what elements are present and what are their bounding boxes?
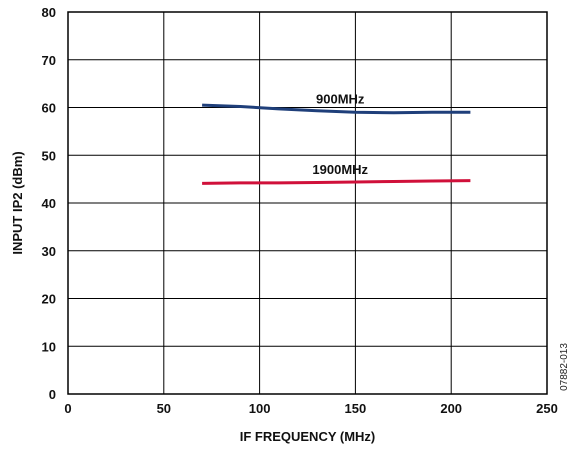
- figure-code: 07882-013: [559, 343, 570, 391]
- y-tick-label: 20: [42, 292, 56, 307]
- y-tick-label: 0: [49, 387, 56, 402]
- series-labels: 900MHz 1900MHz: [312, 92, 368, 178]
- y-axis-title: INPUT IP2 (dBm): [10, 151, 25, 254]
- y-tick-label: 50: [42, 148, 56, 163]
- x-tick-label: 50: [157, 401, 171, 416]
- grid-lines: [68, 12, 547, 394]
- plot-frame: [67, 11, 548, 395]
- y-tick-label: 60: [42, 101, 56, 116]
- x-tick-label: 200: [440, 401, 462, 416]
- y-tick-label: 10: [42, 339, 56, 354]
- y-tick-label: 70: [42, 53, 56, 68]
- y-tick-label: 40: [42, 196, 56, 211]
- series-line-900mhz: [202, 103, 471, 115]
- x-tick-label: 0: [64, 401, 71, 416]
- series-layer: [202, 103, 471, 185]
- x-tick-label: 150: [345, 401, 367, 416]
- y-tick-labels: 0 10 20 30 40 50 60 70 80: [42, 5, 56, 402]
- y-tick-label: 30: [42, 244, 56, 259]
- series-label: 900MHz: [316, 92, 365, 107]
- series-line-1900mhz: [202, 179, 471, 185]
- x-tick-label: 250: [536, 401, 558, 416]
- x-tick-label: 100: [249, 401, 271, 416]
- y-tick-label: 80: [42, 5, 56, 20]
- x-axis-title: IF FREQUENCY (MHz): [240, 429, 376, 444]
- series-label: 1900MHz: [312, 162, 368, 177]
- x-tick-labels: 0 50 100 150 200 250: [64, 401, 557, 416]
